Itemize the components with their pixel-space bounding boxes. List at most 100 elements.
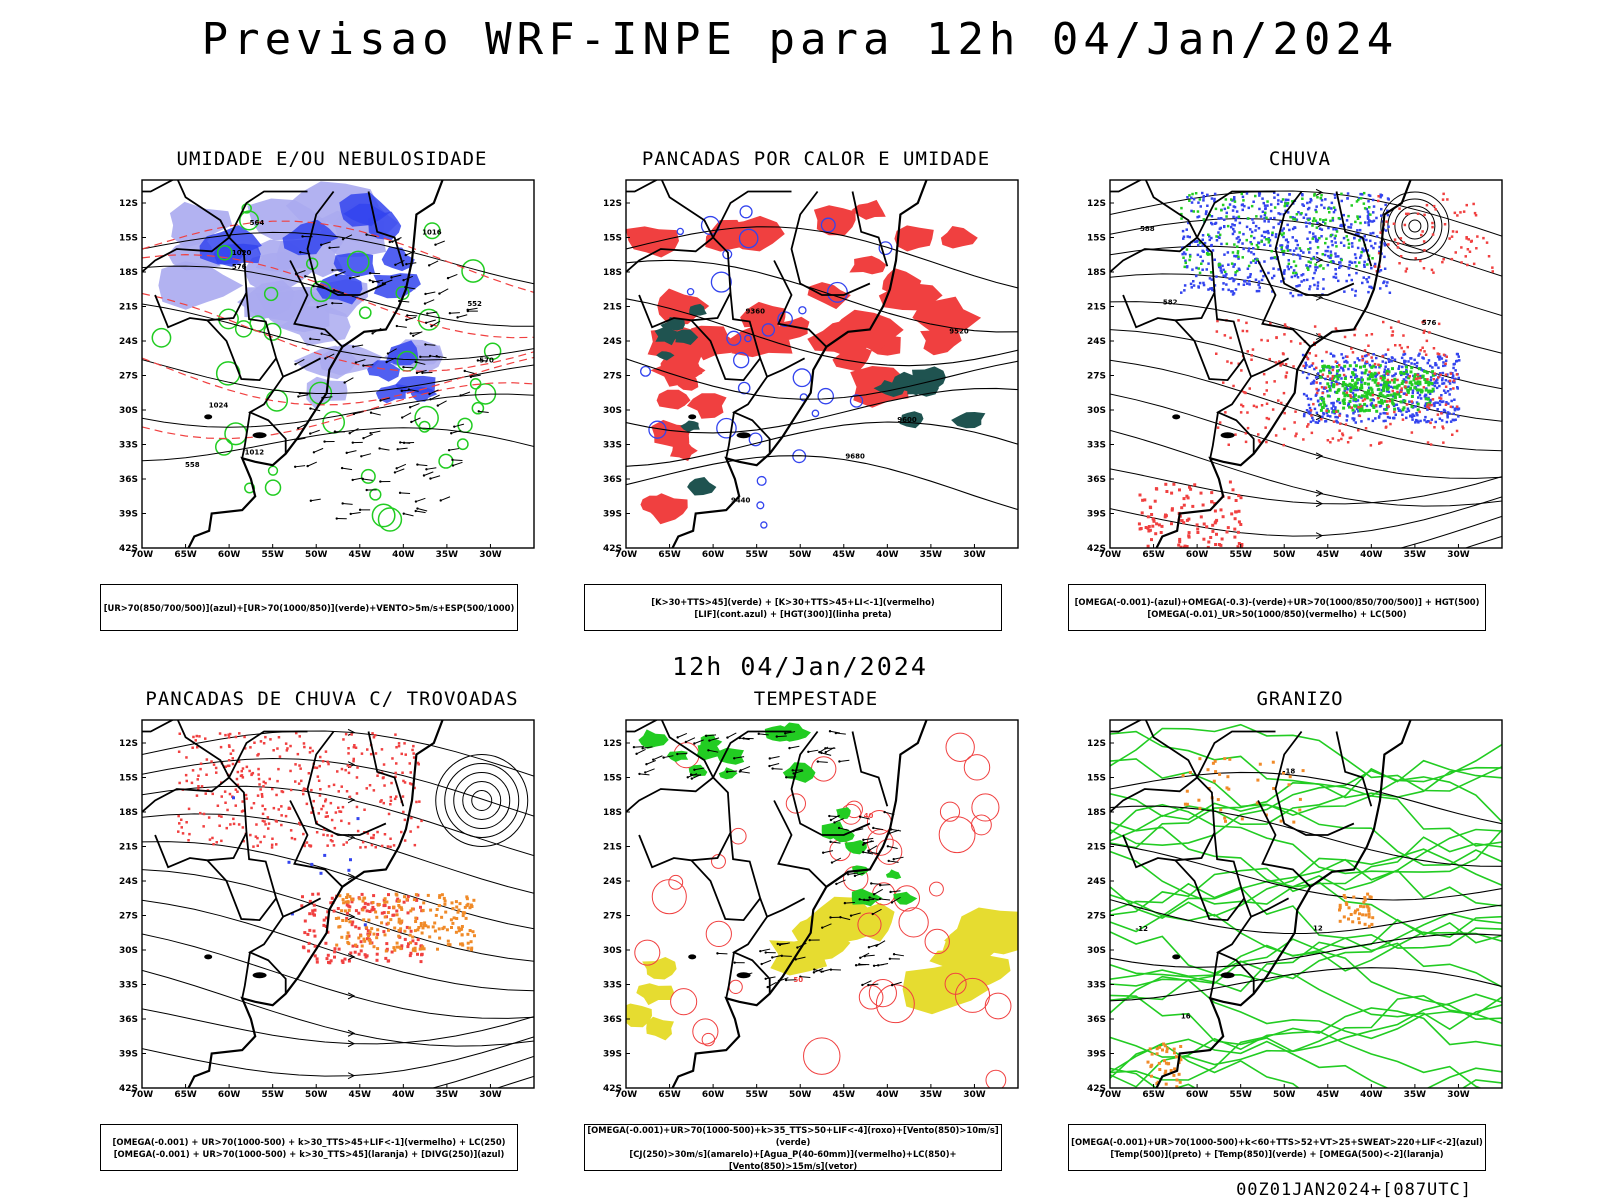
rain-red-dot	[1251, 348, 1255, 351]
storm-orange-dot	[450, 926, 453, 929]
wind-vector	[355, 358, 366, 364]
rain-green-dot	[1332, 383, 1336, 387]
rain-red-dot	[1399, 255, 1403, 258]
rain-green-dot	[1416, 380, 1420, 384]
storm-orange-dot	[376, 928, 380, 932]
storm-red-dot	[280, 814, 283, 817]
storm-orange-dot	[397, 904, 401, 907]
lat-tick-label: 30S	[1087, 406, 1106, 416]
precipitable-water-contour	[670, 988, 698, 1016]
wind-vector	[691, 774, 702, 776]
lat-tick-label: 39S	[603, 510, 622, 520]
rain-red-dot	[1482, 236, 1485, 240]
rain-blue-dot	[1217, 231, 1220, 234]
wind-vector-head	[424, 292, 427, 296]
storm-red-dot	[308, 912, 312, 916]
rain-blue-dot	[1249, 241, 1252, 244]
rain-red-dot	[1213, 521, 1217, 525]
wind-vector-head	[428, 354, 432, 358]
rain-blue-dot	[1228, 277, 1231, 280]
rain-blue-dot	[1371, 198, 1375, 202]
rain-red-dot	[1394, 344, 1397, 347]
instability-green-region	[675, 329, 699, 345]
rain-blue-dot	[1369, 403, 1373, 406]
wind-vector-head	[828, 730, 832, 733]
rain-green-dot	[1315, 210, 1318, 214]
rain-red-dot	[1228, 480, 1232, 484]
rain-blue-dot	[1252, 200, 1255, 203]
rain-green-dot	[1335, 245, 1338, 248]
storm-red-dot	[324, 916, 328, 920]
contour-label: 1012	[245, 448, 265, 456]
rain-red-dot	[1405, 393, 1408, 396]
rain-red-dot	[1374, 404, 1378, 407]
panel-title: PANCADAS POR CALOR E UMIDADE	[641, 148, 991, 170]
wind-vector	[295, 270, 306, 275]
storm-red-dot	[326, 930, 330, 934]
wind-vector	[694, 739, 704, 744]
lat-tick-label: 33S	[603, 441, 622, 451]
omega-orange-dot	[1358, 912, 1361, 916]
storm-orange-dot	[376, 947, 380, 951]
storm-red-dot	[408, 954, 412, 958]
storm-red-dot	[366, 932, 370, 936]
wind-vector-head	[456, 316, 459, 319]
rain-green-dot	[1314, 263, 1317, 266]
rain-blue-dot	[1257, 283, 1260, 287]
storm-red-dot	[352, 759, 355, 763]
storm-red-dot	[302, 742, 306, 745]
rain-blue-dot	[1446, 411, 1450, 414]
rain-green-dot	[1264, 211, 1267, 215]
rain-green-dot	[1414, 381, 1418, 385]
rain-blue-dot	[1421, 356, 1424, 359]
storm-red-dot	[177, 750, 181, 753]
humidity-light-region	[158, 261, 244, 310]
rain-blue-dot	[1274, 235, 1278, 239]
rain-blue-dot	[1442, 389, 1446, 392]
wind-vector	[437, 400, 447, 407]
lon-tick-label: 50W	[789, 1090, 812, 1100]
rain-blue-dot	[1314, 266, 1317, 269]
temp850-contour	[1110, 937, 1502, 1001]
storm-red-dot	[353, 950, 357, 954]
rain-red-dot	[1416, 377, 1419, 380]
streamline-arrow	[347, 992, 356, 1000]
wind-vector-head	[788, 746, 791, 750]
storm-orange-dot	[358, 897, 362, 901]
rain-red-dot	[1426, 441, 1430, 444]
storm-orange-dot	[451, 907, 455, 911]
precipitable-water-contour	[963, 754, 991, 781]
rain-blue-dot	[1415, 401, 1419, 404]
rain-blue-dot	[1335, 419, 1338, 423]
streamline	[142, 841, 534, 930]
storm-red-dot	[229, 752, 233, 755]
wind-vector	[424, 299, 435, 305]
wind-vector	[687, 773, 698, 778]
border-line	[142, 776, 248, 869]
border-line	[790, 190, 871, 296]
divergence-blue-dot	[349, 858, 352, 862]
rain-blue-dot	[1348, 263, 1351, 267]
rain-blue-dot	[1428, 392, 1432, 395]
rain-blue-dot	[1414, 421, 1417, 424]
rain-green-dot	[1385, 382, 1388, 386]
rain-red-dot	[1456, 214, 1459, 217]
rain-green-dot	[1224, 198, 1228, 201]
rain-green-dot	[1373, 380, 1377, 384]
rain-red-dot	[1305, 355, 1308, 358]
lat-tick-label: 15S	[603, 774, 622, 784]
border-line	[282, 897, 322, 918]
rain-red-dot	[1396, 246, 1400, 249]
storm-orange-dot	[465, 895, 469, 899]
rain-red-dot	[1487, 255, 1491, 258]
storm-red-dot	[224, 801, 227, 804]
rain-green-dot	[1230, 198, 1233, 201]
storm-red-dot	[331, 840, 334, 843]
rain-blue-dot	[1375, 216, 1378, 220]
wind-vector	[636, 748, 646, 755]
rain-blue-dot	[1417, 354, 1420, 357]
isobar	[142, 427, 534, 462]
storm-red-dot	[241, 767, 245, 770]
rain-blue-dot	[1302, 279, 1306, 282]
rain-green-dot	[1427, 380, 1431, 384]
